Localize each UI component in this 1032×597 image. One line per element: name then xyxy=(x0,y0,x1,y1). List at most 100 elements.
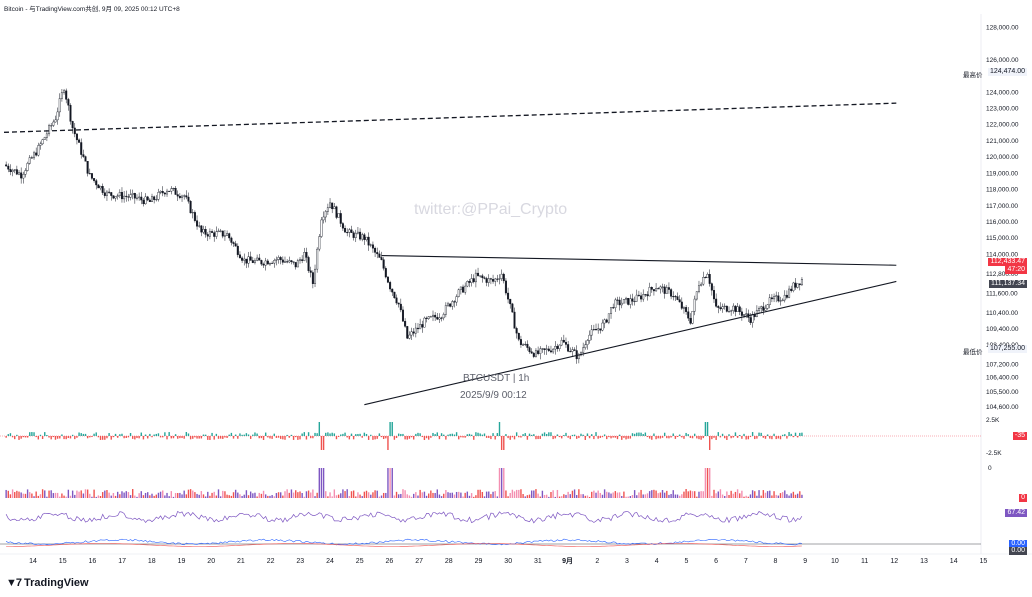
osc1-bar xyxy=(340,434,342,436)
osc1-bar xyxy=(698,436,700,440)
candle-body xyxy=(564,342,567,345)
x-tick-label: 6 xyxy=(714,558,718,565)
candle-body xyxy=(547,348,550,351)
volume-bar xyxy=(198,494,200,498)
osc1-bar xyxy=(129,433,132,436)
osc1-bar xyxy=(515,432,518,436)
osc1-bar xyxy=(172,436,175,439)
candle-body xyxy=(48,125,51,135)
candle-body xyxy=(7,165,10,170)
volume-bar xyxy=(322,468,325,498)
candle-body xyxy=(537,350,540,354)
y-tick-label: 111,600.00 xyxy=(986,290,1018,297)
candle-body xyxy=(743,314,746,316)
volume-bar xyxy=(385,492,387,498)
osc1-bar xyxy=(147,436,149,439)
tradingview-brand[interactable]: ▼7 TradingView xyxy=(6,577,89,589)
osc1-bar xyxy=(430,436,432,438)
candle-body xyxy=(131,192,134,195)
candle-body xyxy=(687,311,690,319)
volume-bar xyxy=(794,494,797,498)
osc1-bar xyxy=(65,436,67,440)
volume-bar xyxy=(434,493,436,498)
osc1-bar xyxy=(724,436,726,439)
candle-body xyxy=(344,228,347,233)
candle-body xyxy=(436,316,439,320)
osc2-value-tag: 0 xyxy=(1019,494,1027,502)
volume-bar xyxy=(762,490,765,498)
osc1-bar xyxy=(777,436,780,439)
volume-bar xyxy=(39,494,42,498)
osc1-bar xyxy=(464,436,466,438)
osc1-bar xyxy=(91,436,93,438)
volume-bar xyxy=(284,491,286,498)
candle-body xyxy=(108,191,111,193)
candle-body xyxy=(346,232,349,234)
candle-body xyxy=(352,232,355,238)
candle-body xyxy=(612,307,615,309)
osc1-bar xyxy=(404,436,406,440)
y-tick-label: 114,000.00 xyxy=(986,251,1018,258)
y-tick-label: 107,200.00 xyxy=(986,362,1019,369)
volume-bar xyxy=(63,495,65,498)
candle-body xyxy=(588,334,591,341)
candle-body xyxy=(702,277,705,285)
volume-bar xyxy=(290,489,293,498)
candle-body xyxy=(575,350,578,360)
osc1-bar xyxy=(9,433,12,436)
volume-bar xyxy=(292,492,295,498)
osc1-bar xyxy=(249,436,252,439)
volume-bar xyxy=(320,468,323,498)
osc1-bar xyxy=(211,432,213,436)
candle-body xyxy=(86,161,89,174)
osc1-bar xyxy=(762,436,765,438)
volume-bar xyxy=(361,496,363,498)
osc1-bar xyxy=(434,434,436,436)
candle-body xyxy=(84,156,87,162)
osc1-bar xyxy=(537,436,539,440)
candle-body xyxy=(78,139,81,143)
volume-bar xyxy=(355,496,357,498)
volume-bar xyxy=(556,489,559,498)
volume-bar xyxy=(316,492,318,498)
volume-bar xyxy=(164,495,166,498)
osc1-bar xyxy=(67,436,70,439)
candle-body xyxy=(401,309,404,322)
candle-body xyxy=(365,236,368,240)
volume-bar xyxy=(494,491,496,498)
osc1-bar xyxy=(112,436,115,438)
osc1-bar xyxy=(322,436,325,450)
osc1-bar xyxy=(314,432,316,436)
osc1-bar xyxy=(318,422,321,436)
candle-body xyxy=(655,288,658,292)
volume-bar xyxy=(775,494,777,498)
volume-bar xyxy=(350,491,353,498)
candle-body xyxy=(389,282,392,290)
candle-body xyxy=(610,307,613,314)
volume-bar xyxy=(455,491,458,498)
candle-body xyxy=(114,196,117,199)
osc1-bar xyxy=(550,432,552,436)
volume-bar xyxy=(153,495,155,498)
volume-bar xyxy=(340,493,342,498)
osc1-bar xyxy=(428,436,430,440)
osc1-bar xyxy=(370,434,372,436)
osc1-bar xyxy=(533,434,535,436)
osc1-bar xyxy=(739,434,741,436)
candle-body xyxy=(146,196,149,201)
volume-bar xyxy=(247,495,250,498)
volume-bar xyxy=(535,489,537,498)
osc1-bar xyxy=(74,436,76,440)
candle-body xyxy=(462,286,465,293)
volume-bar xyxy=(741,490,743,498)
volume-bar xyxy=(241,496,243,498)
osc1-bar xyxy=(490,436,492,440)
volume-bar xyxy=(764,492,767,498)
candle-body xyxy=(288,260,291,263)
osc1-bar xyxy=(86,436,89,439)
volume-bar xyxy=(593,490,595,498)
candle-body xyxy=(208,231,211,237)
osc1-bar xyxy=(475,432,477,436)
osc1-bar xyxy=(80,433,82,436)
